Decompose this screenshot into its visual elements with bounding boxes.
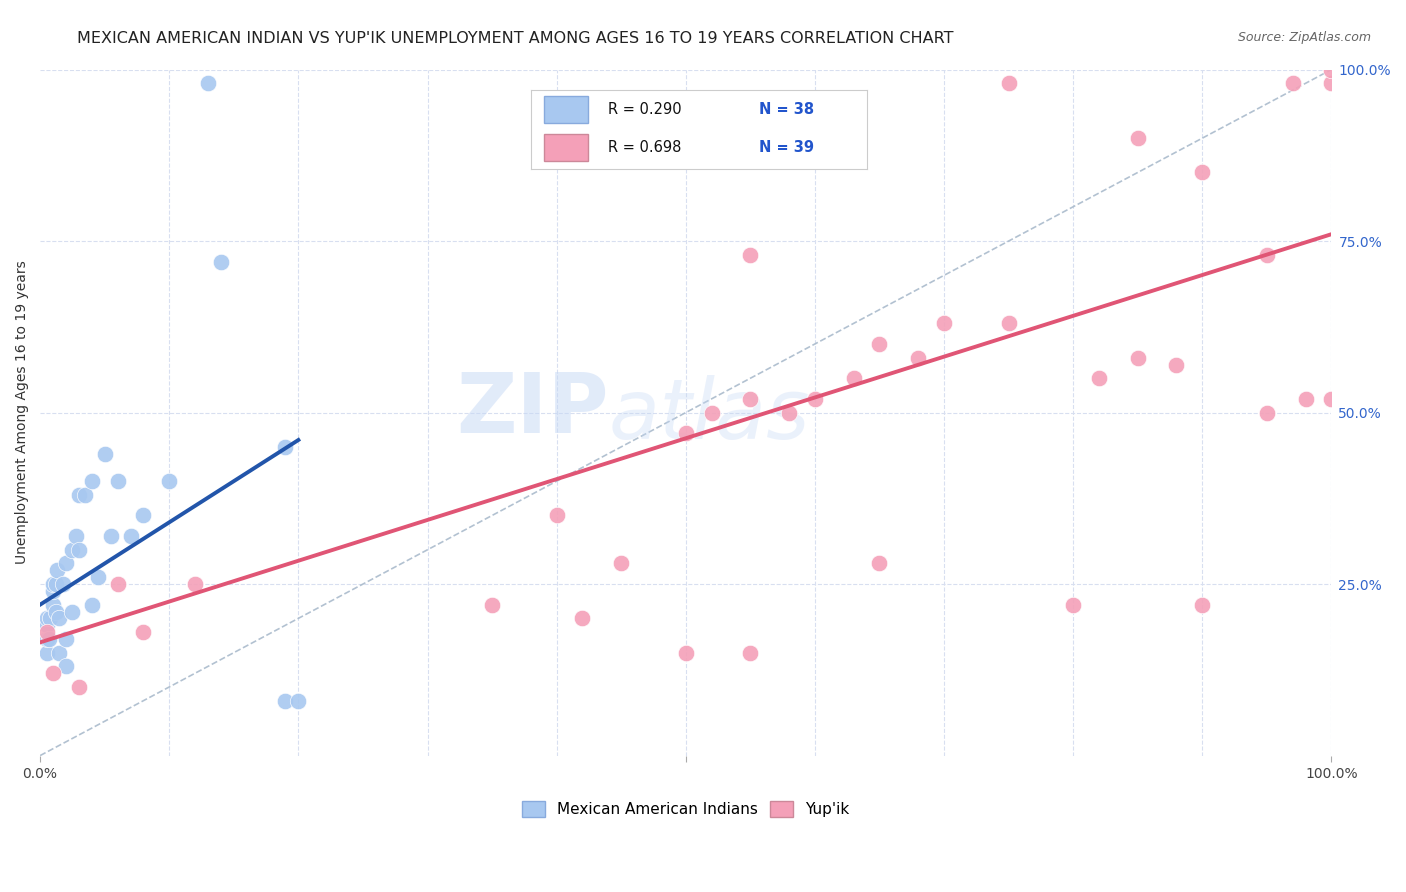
Point bbox=[52, 577, 75, 591]
Point bbox=[67, 680, 90, 694]
Point bbox=[42, 583, 65, 598]
Point bbox=[55, 659, 77, 673]
Point bbox=[842, 371, 865, 385]
Point bbox=[209, 254, 232, 268]
Point bbox=[778, 406, 800, 420]
Point bbox=[869, 557, 891, 571]
Point bbox=[35, 625, 58, 640]
Point bbox=[80, 474, 103, 488]
Point bbox=[60, 605, 83, 619]
Point bbox=[157, 474, 180, 488]
Point bbox=[45, 605, 67, 619]
Point bbox=[42, 598, 65, 612]
Point bbox=[1191, 165, 1213, 179]
Point bbox=[45, 577, 67, 591]
Point bbox=[1191, 598, 1213, 612]
Point bbox=[675, 426, 697, 441]
Point bbox=[65, 529, 87, 543]
Point bbox=[997, 76, 1019, 90]
Text: ZIP: ZIP bbox=[456, 368, 609, 450]
Point bbox=[1126, 351, 1149, 365]
Y-axis label: Unemployment Among Ages 16 to 19 years: Unemployment Among Ages 16 to 19 years bbox=[15, 260, 30, 565]
Point bbox=[107, 577, 129, 591]
Point bbox=[274, 440, 297, 454]
Point bbox=[120, 529, 142, 543]
Point bbox=[610, 557, 633, 571]
Point bbox=[67, 488, 90, 502]
Point bbox=[287, 694, 309, 708]
Point bbox=[1256, 406, 1278, 420]
Point bbox=[740, 646, 762, 660]
Point bbox=[1281, 76, 1303, 90]
Point bbox=[804, 392, 827, 406]
Point bbox=[48, 611, 70, 625]
Point bbox=[997, 317, 1019, 331]
Point bbox=[35, 618, 58, 632]
Point bbox=[39, 611, 62, 625]
Point bbox=[42, 577, 65, 591]
Point bbox=[1320, 62, 1343, 77]
Point bbox=[1126, 131, 1149, 145]
Point bbox=[1320, 76, 1343, 90]
Point bbox=[1295, 392, 1317, 406]
Point bbox=[38, 632, 60, 646]
Point bbox=[184, 577, 207, 591]
Point bbox=[87, 570, 110, 584]
Point bbox=[80, 598, 103, 612]
Point bbox=[481, 598, 503, 612]
Point bbox=[35, 646, 58, 660]
Point bbox=[1166, 358, 1188, 372]
Point bbox=[48, 646, 70, 660]
Text: MEXICAN AMERICAN INDIAN VS YUP'IK UNEMPLOYMENT AMONG AGES 16 TO 19 YEARS CORRELA: MEXICAN AMERICAN INDIAN VS YUP'IK UNEMPL… bbox=[77, 31, 953, 46]
Point bbox=[740, 392, 762, 406]
Point bbox=[67, 542, 90, 557]
Legend: Mexican American Indians, Yup'ik: Mexican American Indians, Yup'ik bbox=[516, 795, 856, 823]
Point bbox=[274, 694, 297, 708]
Point bbox=[740, 248, 762, 262]
Point bbox=[1256, 248, 1278, 262]
Point bbox=[700, 406, 723, 420]
Point bbox=[132, 625, 155, 640]
Point bbox=[60, 542, 83, 557]
Point bbox=[100, 529, 122, 543]
Point bbox=[45, 563, 67, 577]
Point bbox=[55, 632, 77, 646]
Point bbox=[675, 646, 697, 660]
Point bbox=[932, 317, 955, 331]
Point bbox=[1320, 392, 1343, 406]
Point bbox=[907, 351, 929, 365]
Point bbox=[1088, 371, 1111, 385]
Point bbox=[35, 632, 58, 646]
Point bbox=[35, 611, 58, 625]
Point bbox=[571, 611, 593, 625]
Text: Source: ZipAtlas.com: Source: ZipAtlas.com bbox=[1237, 31, 1371, 45]
Point bbox=[869, 337, 891, 351]
Point bbox=[75, 488, 97, 502]
Point bbox=[1062, 598, 1084, 612]
Point bbox=[546, 508, 568, 523]
Point bbox=[93, 447, 115, 461]
Point bbox=[107, 474, 129, 488]
Point bbox=[197, 76, 219, 90]
Text: atlas: atlas bbox=[609, 376, 810, 457]
Point bbox=[42, 666, 65, 681]
Point bbox=[55, 557, 77, 571]
Point bbox=[132, 508, 155, 523]
